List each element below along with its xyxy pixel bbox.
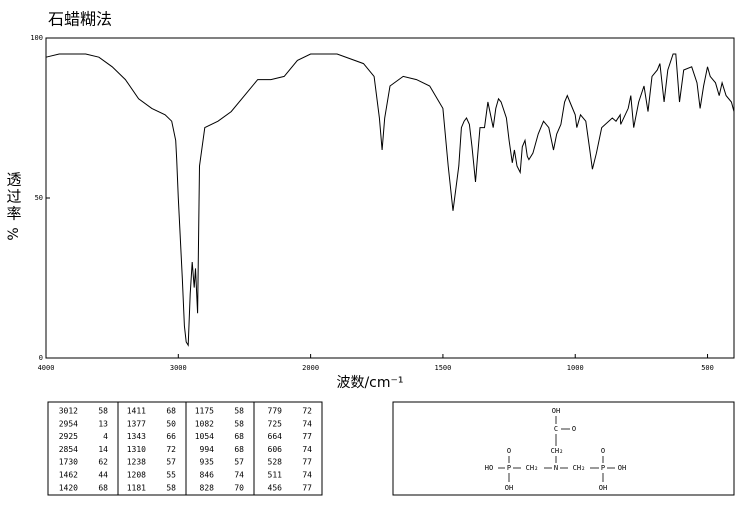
structure-label: O xyxy=(507,447,511,455)
peak-wavenumber: 2954 xyxy=(59,419,78,428)
y-tick-label: 0 xyxy=(39,354,43,362)
peak-transmittance: 4 xyxy=(103,432,108,441)
peak-wavenumber: 828 xyxy=(200,483,215,492)
peak-transmittance: 62 xyxy=(98,458,108,467)
chart-title: 石蜡糊法 xyxy=(48,10,112,29)
y-axis-unit: % xyxy=(6,227,22,240)
peak-transmittance: 50 xyxy=(166,419,176,428)
y-axis-label-char: 率 xyxy=(6,205,21,223)
structure-bonds xyxy=(498,416,615,482)
x-tick-label: 4000 xyxy=(38,364,55,372)
peak-table-frame xyxy=(47,401,323,496)
peak-wavenumber: 1310 xyxy=(127,445,146,454)
peak-wavenumber: 1175 xyxy=(195,407,214,416)
structure-label: OH xyxy=(618,464,626,472)
peak-wavenumber: 1082 xyxy=(195,419,214,428)
peak-transmittance: 58 xyxy=(98,407,108,416)
x-tick-label: 1500 xyxy=(434,364,451,372)
peak-wavenumber: 1730 xyxy=(59,458,78,467)
peak-transmittance: 77 xyxy=(302,432,312,441)
structure-label: CH₂ xyxy=(551,447,564,455)
peak-transmittance: 57 xyxy=(234,458,244,467)
peak-wavenumber: 935 xyxy=(200,458,215,467)
peak-transmittance: 68 xyxy=(166,407,176,416)
peak-transmittance: 77 xyxy=(302,458,312,467)
peak-transmittance: 77 xyxy=(302,483,312,492)
peak-transmittance: 74 xyxy=(234,471,244,480)
y-axis-label-char: 透 xyxy=(6,171,21,189)
x-tick-label: 500 xyxy=(701,364,714,372)
structure-label: HO xyxy=(485,464,493,472)
peak-wavenumber: 606 xyxy=(268,445,283,454)
peak-transmittance: 68 xyxy=(234,432,244,441)
peak-wavenumber: 1054 xyxy=(195,432,214,441)
structure-label: O xyxy=(572,425,576,433)
peak-wavenumber: 2854 xyxy=(59,445,78,454)
peak-wavenumber: 511 xyxy=(268,471,283,480)
peak-transmittance: 13 xyxy=(98,419,108,428)
peak-wavenumber: 725 xyxy=(268,419,283,428)
peak-transmittance: 58 xyxy=(166,483,176,492)
peak-wavenumber: 1377 xyxy=(127,419,146,428)
peak-wavenumber: 1420 xyxy=(59,483,78,492)
peak-transmittance: 74 xyxy=(302,445,312,454)
peak-transmittance: 57 xyxy=(166,458,176,467)
peak-transmittance: 58 xyxy=(234,419,244,428)
peak-wavenumber: 1181 xyxy=(127,483,146,492)
y-tick-label: 100 xyxy=(30,34,43,42)
peak-wavenumber: 1238 xyxy=(127,458,146,467)
peak-transmittance: 68 xyxy=(98,483,108,492)
structure-label: OH xyxy=(505,484,513,492)
peak-transmittance: 44 xyxy=(98,471,108,480)
peak-transmittance: 70 xyxy=(234,483,244,492)
x-axis-label: 波数/cm⁻¹ xyxy=(336,375,403,391)
y-axis-label: 透过率 xyxy=(6,171,21,223)
structure-label: OH xyxy=(552,407,560,415)
structure-label: P xyxy=(601,464,605,472)
peak-wavenumber: 528 xyxy=(268,458,283,467)
peak-transmittance: 74 xyxy=(302,471,312,480)
peak-wavenumber: 846 xyxy=(200,471,215,480)
peak-wavenumber: 664 xyxy=(268,432,283,441)
structure-label: O xyxy=(601,447,605,455)
y-tick-label: 50 xyxy=(35,194,43,202)
peak-transmittance: 58 xyxy=(234,407,244,416)
x-tick-label: 1000 xyxy=(567,364,584,372)
peak-wavenumber: 456 xyxy=(268,483,283,492)
structure-label: OH xyxy=(599,484,607,492)
peak-wavenumber: 1208 xyxy=(127,471,146,480)
peak-table-dividers xyxy=(117,402,255,495)
peak-wavenumber: 779 xyxy=(268,407,283,416)
peak-wavenumber: 2925 xyxy=(59,432,78,441)
x-tick-label: 2000 xyxy=(302,364,319,372)
x-tick-label: 3000 xyxy=(170,364,187,372)
structure-label: N xyxy=(554,464,558,472)
peak-transmittance: 72 xyxy=(166,445,176,454)
spectrum-line xyxy=(45,53,735,347)
peak-transmittance: 74 xyxy=(302,419,312,428)
peak-transmittance: 55 xyxy=(166,471,176,480)
peak-transmittance: 66 xyxy=(166,432,176,441)
peak-wavenumber: 994 xyxy=(200,445,215,454)
peak-transmittance: 68 xyxy=(234,445,244,454)
peak-wavenumber: 1411 xyxy=(127,407,146,416)
structure-label: C xyxy=(554,425,558,433)
structure-label: P xyxy=(507,464,511,472)
peak-wavenumber: 3012 xyxy=(59,407,78,416)
structure-frame xyxy=(392,401,735,496)
structure-label: CH₂ xyxy=(573,464,586,472)
peak-wavenumber: 1462 xyxy=(59,471,78,480)
peak-transmittance: 14 xyxy=(98,445,108,454)
structure-label: CH₂ xyxy=(526,464,539,472)
peak-wavenumber: 1343 xyxy=(127,432,146,441)
peak-transmittance: 72 xyxy=(302,407,312,416)
y-axis-label-char: 过 xyxy=(6,188,21,206)
